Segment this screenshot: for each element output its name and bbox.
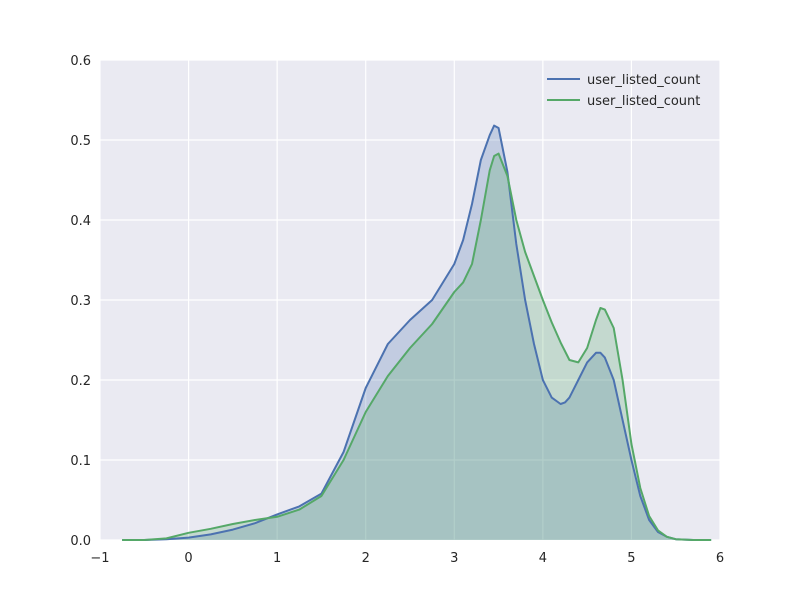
y-axis-ticks: 0.0 0.1 0.2 0.3 0.4 0.5 0.6	[70, 54, 91, 549]
legend: user_listed_count user_listed_count	[547, 73, 700, 109]
x-tick-label: 6	[716, 551, 724, 566]
y-tick-label: 0.4	[70, 214, 91, 229]
series-lines	[122, 124, 712, 541]
y-tick-label: 0.0	[70, 534, 91, 549]
series-area-1	[122, 125, 712, 540]
y-tick-label: 0.6	[70, 54, 91, 69]
series-area-2	[122, 153, 712, 540]
x-tick-label: 0	[184, 551, 192, 566]
series-line-1	[122, 124, 712, 541]
x-tick-label: 1	[273, 551, 281, 566]
grid-lines	[99, 59, 721, 541]
x-tick-label: 3	[450, 551, 458, 566]
y-tick-label: 0.2	[70, 374, 91, 389]
y-tick-label: 0.3	[70, 294, 91, 309]
x-tick-label: 2	[362, 551, 370, 566]
area-fills	[122, 125, 712, 540]
x-tick-label: 5	[627, 551, 635, 566]
x-tick-label: −1	[90, 551, 109, 566]
legend-label-1: user_listed_count	[587, 73, 700, 88]
legend-label-2: user_listed_count	[587, 94, 700, 109]
y-tick-label: 0.1	[70, 454, 91, 469]
x-tick-label: 4	[539, 551, 547, 566]
y-tick-label: 0.5	[70, 134, 91, 149]
x-axis-ticks: −1 0 1 2 3 4 5 6	[90, 551, 724, 566]
series-line-2	[122, 152, 712, 541]
